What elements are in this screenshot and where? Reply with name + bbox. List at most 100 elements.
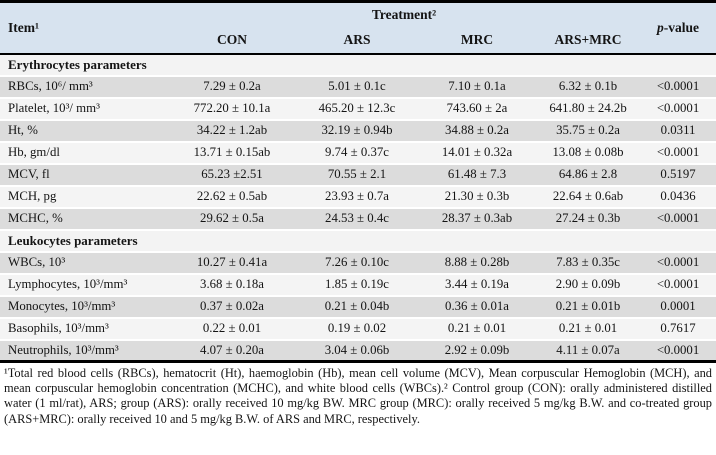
value-cell-ars-mrc: 0.21 ± 0.01 [536, 317, 641, 340]
item-cell: WBCs, 10³ [0, 251, 168, 274]
p-value-cell: <0.0001 [640, 339, 716, 362]
item-cell: Basophils, 10³/mm³ [0, 317, 168, 340]
hematology-table: Item¹ Treatment² p-value CON ARS MRC ARS… [0, 0, 716, 363]
value-cell-mrc: 21.30 ± 0.3b [418, 185, 536, 208]
section-row-leukocytes: Leukocytes parameters [0, 229, 716, 252]
value-cell-mrc: 743.60 ± 2a [418, 97, 536, 120]
column-header-p-value: p-value [640, 1, 716, 54]
column-header-item: Item¹ [0, 1, 168, 54]
value-cell-con: 10.27 ± 0.41a [168, 251, 296, 274]
table-row-hb: Hb, gm/dl 13.71 ± 0.15ab 9.74 ± 0.37c 14… [0, 141, 716, 164]
p-value-cell: 0.7617 [640, 317, 716, 340]
value-cell-mrc: 0.21 ± 0.01 [418, 317, 536, 340]
value-cell-mrc: 34.88 ± 0.2a [418, 119, 536, 142]
column-header-con: CON [168, 27, 296, 54]
value-cell-ars: 0.19 ± 0.02 [296, 317, 418, 340]
p-value-cell: <0.0001 [640, 75, 716, 98]
value-cell-ars: 32.19 ± 0.94b [296, 119, 418, 142]
value-cell-ars: 24.53 ± 0.4c [296, 207, 418, 230]
item-cell: RBCs, 10⁶/ mm³ [0, 75, 168, 98]
item-cell: MCH, pg [0, 185, 168, 208]
item-cell: Monocytes, 10³/mm³ [0, 295, 168, 318]
table-row-neutrophils: Neutrophils, 10³/mm³ 4.07 ± 0.20a 3.04 ±… [0, 339, 716, 362]
value-cell-ars-mrc: 6.32 ± 0.1b [536, 75, 641, 98]
value-cell-con: 0.37 ± 0.02a [168, 295, 296, 318]
item-cell: Ht, % [0, 119, 168, 142]
value-cell-con: 4.07 ± 0.20a [168, 339, 296, 362]
value-cell-mrc: 61.48 ± 7.3 [418, 163, 536, 186]
value-cell-ars-mrc: 35.75 ± 0.2a [536, 119, 641, 142]
item-cell: Lymphocytes, 10³/mm³ [0, 273, 168, 296]
table-row-wbcs: WBCs, 10³ 10.27 ± 0.41a 7.26 ± 0.10c 8.8… [0, 251, 716, 274]
p-value-cell: 0.0001 [640, 295, 716, 318]
p-value-cell: 0.0311 [640, 119, 716, 142]
value-cell-ars: 3.04 ± 0.06b [296, 339, 418, 362]
p-value-cell: <0.0001 [640, 251, 716, 274]
section-title: Leukocytes parameters [0, 229, 716, 252]
value-cell-mrc: 0.36 ± 0.01a [418, 295, 536, 318]
value-cell-ars-mrc: 2.90 ± 0.09b [536, 273, 641, 296]
value-cell-mrc: 2.92 ± 0.09b [418, 339, 536, 362]
value-cell-mrc: 14.01 ± 0.32a [418, 141, 536, 164]
p-value-cell: <0.0001 [640, 273, 716, 296]
column-header-ars-mrc: ARS+MRC [536, 27, 641, 54]
value-cell-ars: 9.74 ± 0.37c [296, 141, 418, 164]
value-cell-ars: 465.20 ± 12.3c [296, 97, 418, 120]
p-value-rest: -value [663, 19, 700, 35]
header-row-1: Item¹ Treatment² p-value [0, 1, 716, 54]
p-value-cell: 0.5197 [640, 163, 716, 186]
p-value-cell: 0.0436 [640, 185, 716, 208]
table-row-basophils: Basophils, 10³/mm³ 0.22 ± 0.01 0.19 ± 0.… [0, 317, 716, 340]
p-value-cell: <0.0001 [640, 141, 716, 164]
value-cell-mrc: 28.37 ± 0.3ab [418, 207, 536, 230]
value-cell-con: 29.62 ± 0.5a [168, 207, 296, 230]
footnote-text: ¹Total red blood cells (RBCs), hematocri… [4, 366, 712, 426]
table-row-rbcs: RBCs, 10⁶/ mm³ 7.29 ± 0.2a 5.01 ± 0.1c 7… [0, 75, 716, 98]
value-cell-con: 7.29 ± 0.2a [168, 75, 296, 98]
value-cell-con: 0.22 ± 0.01 [168, 317, 296, 340]
value-cell-ars: 1.85 ± 0.19c [296, 273, 418, 296]
value-cell-ars-mrc: 27.24 ± 0.3b [536, 207, 641, 230]
table-row-mch: MCH, pg 22.62 ± 0.5ab 23.93 ± 0.7a 21.30… [0, 185, 716, 208]
value-cell-mrc: 3.44 ± 0.19a [418, 273, 536, 296]
header-row-2: CON ARS MRC ARS+MRC [0, 27, 716, 54]
value-cell-con: 13.71 ± 0.15ab [168, 141, 296, 164]
value-cell-ars-mrc: 641.80 ± 24.2b [536, 97, 641, 120]
column-header-ars: ARS [296, 27, 418, 54]
value-cell-con: 34.22 ± 1.2ab [168, 119, 296, 142]
column-header-mrc: MRC [418, 27, 536, 54]
value-cell-ars: 70.55 ± 2.1 [296, 163, 418, 186]
value-cell-ars-mrc: 0.21 ± 0.01b [536, 295, 641, 318]
value-cell-ars-mrc: 4.11 ± 0.07a [536, 339, 641, 362]
item-cell: Hb, gm/dl [0, 141, 168, 164]
table-body: Erythrocytes parameters RBCs, 10⁶/ mm³ 7… [0, 53, 716, 362]
value-cell-mrc: 8.88 ± 0.28b [418, 251, 536, 274]
table-row-monocytes: Monocytes, 10³/mm³ 0.37 ± 0.02a 0.21 ± 0… [0, 295, 716, 318]
section-row-erythrocytes: Erythrocytes parameters [0, 53, 716, 76]
value-cell-mrc: 7.10 ± 0.1a [418, 75, 536, 98]
item-cell: Neutrophils, 10³/mm³ [0, 339, 168, 362]
value-cell-ars-mrc: 13.08 ± 0.08b [536, 141, 641, 164]
item-cell: MCV, fl [0, 163, 168, 186]
p-value-italic-p: p [657, 19, 664, 35]
table-row-mchc: MCHC, % 29.62 ± 0.5a 24.53 ± 0.4c 28.37 … [0, 207, 716, 230]
value-cell-ars-mrc: 22.64 ± 0.6ab [536, 185, 641, 208]
value-cell-ars-mrc: 7.83 ± 0.35c [536, 251, 641, 274]
p-value-cell: <0.0001 [640, 207, 716, 230]
value-cell-con: 772.20 ± 10.1a [168, 97, 296, 120]
item-cell: Platelet, 10³/ mm³ [0, 97, 168, 120]
value-cell-con: 3.68 ± 0.18a [168, 273, 296, 296]
table-row-platelet: Platelet, 10³/ mm³ 772.20 ± 10.1a 465.20… [0, 97, 716, 120]
table-row-mcv: MCV, fl 65.23 ±2.51 70.55 ± 2.1 61.48 ± … [0, 163, 716, 186]
value-cell-con: 65.23 ±2.51 [168, 163, 296, 186]
table-header: Item¹ Treatment² p-value CON ARS MRC ARS… [0, 1, 716, 54]
item-cell: MCHC, % [0, 207, 168, 230]
value-cell-con: 22.62 ± 0.5ab [168, 185, 296, 208]
value-cell-ars: 7.26 ± 0.10c [296, 251, 418, 274]
value-cell-ars: 5.01 ± 0.1c [296, 75, 418, 98]
column-header-treatment: Treatment² [168, 1, 641, 28]
value-cell-ars: 23.93 ± 0.7a [296, 185, 418, 208]
value-cell-ars: 0.21 ± 0.04b [296, 295, 418, 318]
table-row-lymphocytes: Lymphocytes, 10³/mm³ 3.68 ± 0.18a 1.85 ±… [0, 273, 716, 296]
